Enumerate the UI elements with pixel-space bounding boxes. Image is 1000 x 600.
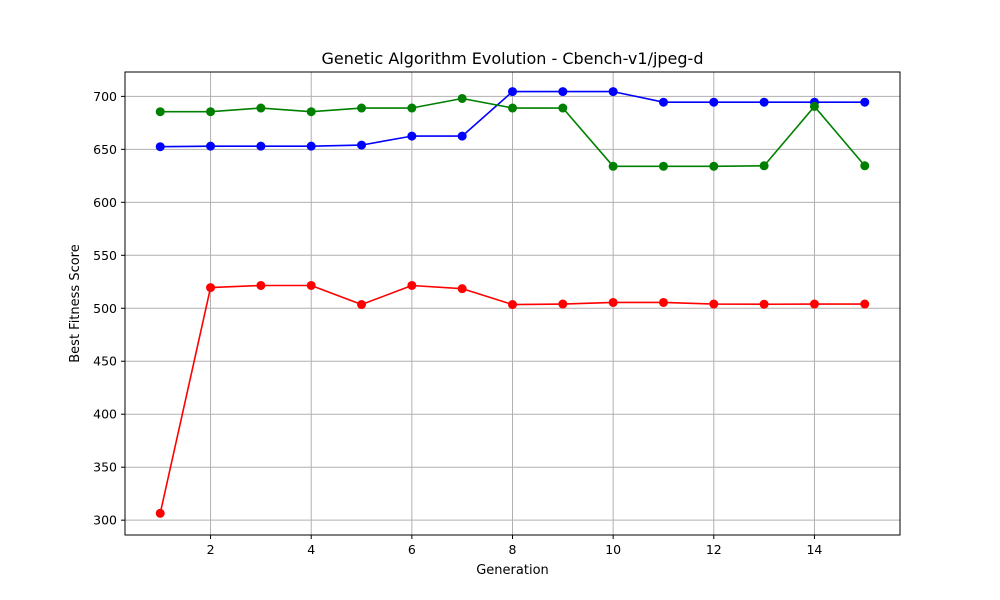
series-layer [155,87,870,518]
data-point [407,280,417,290]
y-tick-label: 550 [93,248,117,263]
data-point [407,131,417,141]
x-tick-label: 6 [408,542,416,557]
x-axis-label: Generation [476,563,549,578]
x-tick-label: 4 [307,542,315,557]
data-point [809,299,819,309]
data-point [558,299,568,309]
y-tick-label: 300 [93,513,117,528]
x-tick-label: 8 [509,542,517,557]
data-point [558,103,568,113]
data-point [508,103,517,113]
y-tick-label: 700 [93,89,117,104]
y-tick-label: 650 [93,142,117,157]
x-tick-label: 10 [605,542,621,557]
data-point [256,280,266,290]
data-point [206,141,216,151]
data-point [658,97,668,107]
series-2 [155,87,870,152]
data-point [759,161,769,171]
data-point [306,107,316,117]
y-axis-label: Best Fitness Score [68,244,83,363]
data-point [155,508,165,518]
data-point [206,283,216,293]
data-point [709,299,719,309]
data-point [155,142,165,152]
data-point [809,101,819,111]
data-point [860,161,870,171]
data-point [658,297,668,307]
series-1 [155,280,870,518]
data-point [558,87,568,97]
data-point [357,300,367,310]
data-point [206,107,216,117]
grid [125,72,900,535]
data-point [860,97,870,107]
data-point [357,140,367,150]
data-point [608,87,618,97]
data-point [759,97,769,107]
y-tick-label: 600 [93,195,117,210]
data-point [407,103,417,113]
data-point [608,297,618,307]
x-tick-label: 12 [706,542,722,557]
data-point [508,300,517,310]
y-tick-label: 450 [93,354,117,369]
data-point [658,161,668,171]
data-point [508,87,517,97]
data-point [306,141,316,151]
data-point [155,107,165,117]
y-tick-label: 350 [93,460,117,475]
data-point [256,141,266,151]
data-point [709,161,719,171]
data-point [457,284,467,294]
series-3 [155,93,870,171]
data-point [256,103,266,113]
data-point [457,93,467,103]
data-point [357,103,367,113]
data-point [306,280,316,290]
chart-title: Genetic Algorithm Evolution - Cbench-v1/… [322,49,704,68]
data-point [759,299,769,309]
x-tick-label: 14 [806,542,822,557]
x-tick-label: 2 [207,542,215,557]
y-tick-label: 500 [93,301,117,316]
y-tick-label: 400 [93,407,117,422]
data-point [608,161,618,171]
axis-ticks: 2 4 6 8 10 12 14 300 350 400 450 500 550 600 650 700 [93,89,822,557]
data-point [709,97,719,107]
data-point [457,131,467,141]
data-point [860,299,870,309]
